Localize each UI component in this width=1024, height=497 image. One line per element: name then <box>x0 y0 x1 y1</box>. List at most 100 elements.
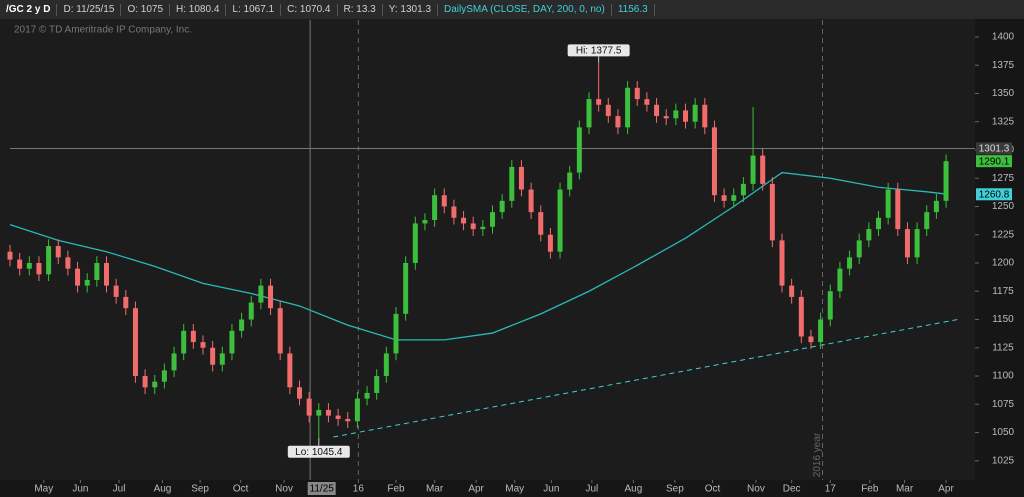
candle-body <box>779 240 785 286</box>
x-tick-label: Jul <box>113 484 126 495</box>
header-item: /GC 2 y D <box>0 3 58 16</box>
x-tick-label: Jun <box>543 484 559 495</box>
candle-body <box>248 302 254 320</box>
x-tick-label: May <box>34 484 53 495</box>
candle-body <box>837 268 843 292</box>
candle-body <box>171 353 177 371</box>
y-tick-label: 1050 <box>992 427 1015 438</box>
candle-body <box>335 415 341 419</box>
candle-body <box>161 370 167 382</box>
x-tick-label: Apr <box>938 484 954 495</box>
candle-body <box>567 172 573 190</box>
y-tick-label: 1375 <box>992 60 1015 71</box>
year-label: 2016 year <box>812 432 823 477</box>
candle-body <box>277 308 283 354</box>
candle-body <box>499 200 505 213</box>
x-tick-label: Sep <box>191 484 209 495</box>
candle-body <box>181 330 187 354</box>
candle-body <box>615 116 621 128</box>
candle-body <box>258 285 264 303</box>
candle-body <box>374 376 380 393</box>
header-item: R: 13.3 <box>338 3 383 16</box>
price-tag <box>976 155 1012 168</box>
candle-body <box>711 127 717 196</box>
candle-body <box>625 87 631 128</box>
candle-body <box>65 257 71 269</box>
candle-body <box>789 285 795 297</box>
candle-body <box>933 200 939 213</box>
trendline <box>333 319 958 438</box>
header-item: O: 1075 <box>121 3 171 16</box>
header-item: D: 11/25/15 <box>57 3 122 16</box>
candle-body <box>547 234 553 252</box>
candle-body <box>576 127 582 173</box>
price-axis-bg <box>975 19 1024 497</box>
candle-body <box>364 392 370 399</box>
candle-body <box>692 104 698 122</box>
x-tick-label: Sep <box>666 484 684 495</box>
header-item: DailySMA (CLOSE, DAY, 200, 0, no) <box>438 3 612 16</box>
x-tick-label: Oct <box>233 484 249 495</box>
header-item: Y: 1301.3 <box>383 3 439 16</box>
candle-body <box>55 246 61 258</box>
candle-body <box>538 212 544 235</box>
sma-line <box>9 171 947 341</box>
candle-body <box>142 376 148 388</box>
candle-body <box>412 223 418 263</box>
candle-body <box>673 110 679 119</box>
header-item: L: 1067.1 <box>226 3 282 16</box>
candle-body <box>316 409 322 416</box>
candle-body <box>75 268 81 286</box>
candle-body <box>123 296 129 309</box>
candle-body <box>94 262 100 280</box>
y-tick-label: 1150 <box>992 314 1014 325</box>
candle-body <box>827 291 833 320</box>
time-axis-bg <box>0 480 1024 497</box>
header: /GC 2 y D D: 11/25/15 O: 1075 H: 1080.4 L: 1… <box>0 0 1024 19</box>
price-tag <box>976 142 1012 155</box>
price-tag-label: 1290.1 <box>979 156 1010 167</box>
candle-body <box>924 212 930 230</box>
candle-body <box>219 353 225 365</box>
candle-body <box>403 262 409 314</box>
candle-body <box>451 206 457 218</box>
candle-body <box>702 104 708 128</box>
candle-body <box>490 212 495 227</box>
candle-body <box>239 319 245 331</box>
candle-body <box>383 353 389 377</box>
candle-body <box>586 99 592 128</box>
header-item: 1156.3 <box>612 3 655 16</box>
candle-body <box>441 195 447 207</box>
x-tick-label: Nov <box>275 484 293 495</box>
candle-body <box>325 409 331 416</box>
candle-body <box>557 189 563 252</box>
copyright: 2017 © TD Ameritrade IP Company, Inc. <box>14 25 192 36</box>
candle-body <box>84 279 90 286</box>
candle-body <box>914 229 920 258</box>
header-item: C: 1070.4 <box>281 3 338 16</box>
candle-body <box>297 387 302 399</box>
candle-body <box>200 342 206 348</box>
candle-body <box>470 223 476 230</box>
candle-body <box>393 313 399 354</box>
candle-body <box>229 330 235 354</box>
candle-body <box>663 116 669 119</box>
x-tick-label: Nov <box>747 484 765 495</box>
x-tick-label: Aug <box>624 484 642 495</box>
candle-body <box>760 155 766 184</box>
y-tick-label: 1275 <box>992 173 1015 184</box>
candle-body <box>654 104 660 117</box>
candle-body <box>866 229 872 241</box>
y-tick-label: 1125 <box>992 342 1014 353</box>
candle-body <box>306 398 312 416</box>
candle-body <box>509 166 515 201</box>
candle-body <box>210 347 216 365</box>
x-tick-label: Mar <box>896 484 914 495</box>
candle-body <box>750 155 756 184</box>
annotation-box <box>567 44 630 57</box>
y-tick-label: 1100 <box>992 371 1014 382</box>
y-tick-label: 1175 <box>992 286 1014 297</box>
candle-body <box>895 189 901 230</box>
